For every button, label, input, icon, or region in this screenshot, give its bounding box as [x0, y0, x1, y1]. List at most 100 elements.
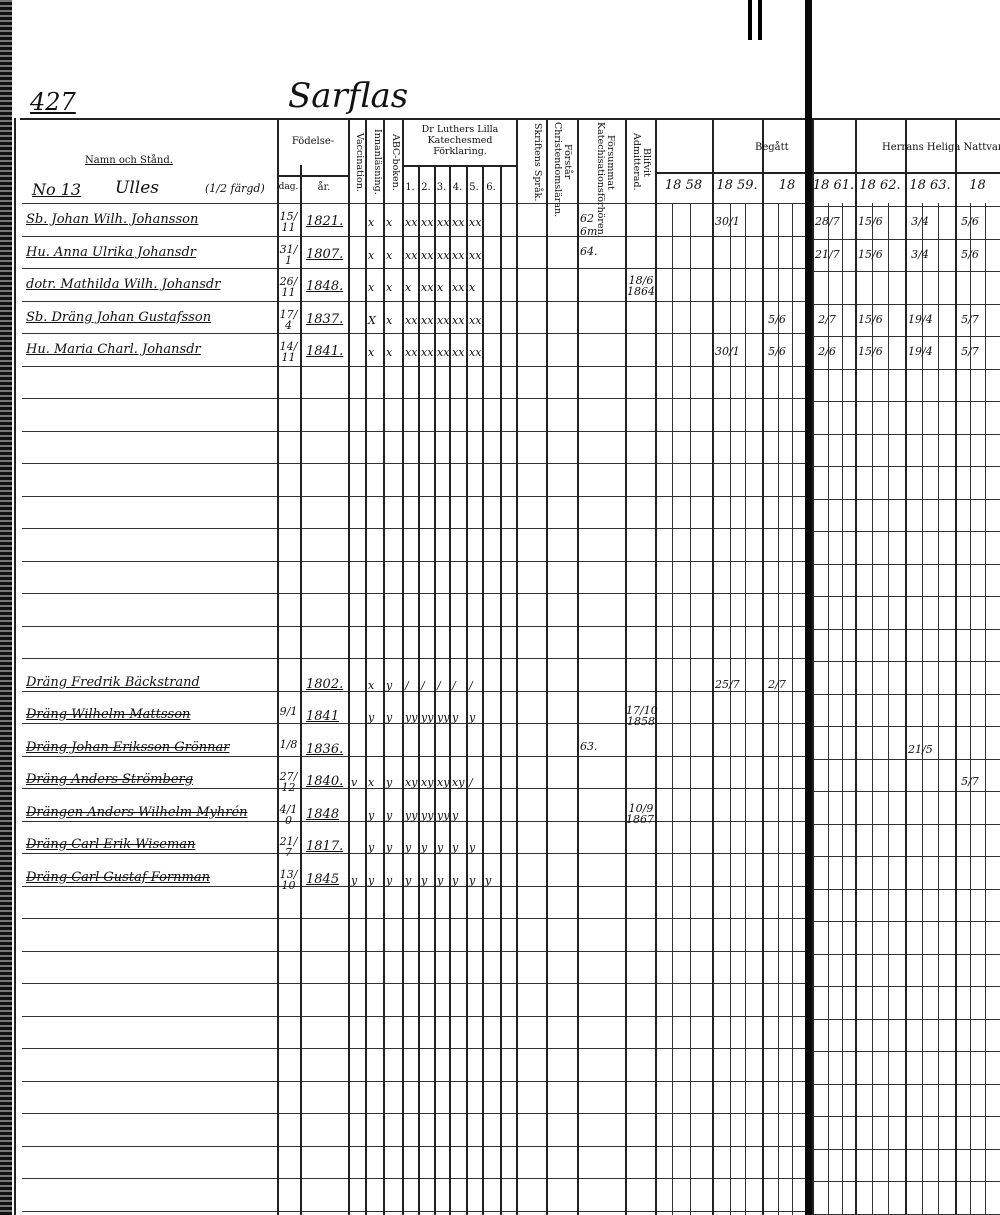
entry-admitterad: 17/10 1858	[626, 704, 658, 728]
entry-mark: xx	[469, 216, 482, 229]
entry-mark: /	[405, 679, 409, 692]
row-rule	[22, 203, 805, 204]
entry-mark: x	[386, 249, 393, 262]
subcolumn-rule	[792, 203, 793, 1215]
subheader-rule	[402, 165, 516, 167]
row-rule	[22, 1113, 805, 1114]
entry-mark: x	[368, 679, 375, 692]
entry-mark: yy	[405, 711, 418, 724]
entry-mark: xx	[452, 249, 465, 262]
row-rule	[22, 1015, 805, 1017]
subcolumn-rule	[828, 203, 829, 1215]
entry-name: dotr. Mathilda Wilh. Johansdr	[26, 277, 221, 292]
binding-mark	[758, 0, 762, 40]
entry-mark: y	[452, 809, 459, 822]
margin-rule	[14, 118, 16, 1215]
column-rule	[383, 118, 385, 1215]
entry-mark: xx	[421, 216, 434, 229]
entry-birth-year: 1840.	[306, 774, 344, 789]
row-rule	[22, 690, 805, 692]
entry-mark: yy	[437, 809, 450, 822]
entry-birth-year: 1836.	[306, 742, 344, 757]
header-begatt: Begått	[755, 142, 789, 153]
row-rule	[22, 983, 805, 984]
entry-communion-date: 30/1	[715, 215, 740, 228]
entry-mark: xx	[437, 216, 450, 229]
entry-name: Dräng Wilhelm Mattsson	[26, 707, 191, 722]
entry-mark: y	[351, 874, 358, 887]
column-rule	[466, 165, 468, 1215]
entry-communion-date: 19/4	[908, 345, 933, 358]
column-rule	[277, 118, 279, 1215]
entry-communion-date: 5/6	[961, 248, 979, 261]
entry-mark: yy	[405, 809, 418, 822]
entry-mark: x	[368, 776, 375, 789]
entry-mark: xx	[405, 216, 418, 229]
entry-mark: xx	[405, 346, 418, 359]
entry-mark: yy	[437, 711, 450, 724]
entry-mark: y	[452, 841, 459, 854]
entry-communion-date: 15/6	[858, 345, 883, 358]
column-rule	[546, 118, 548, 1215]
column-rule	[300, 165, 302, 1215]
row-rule	[22, 235, 805, 237]
entry-name: Dräng Anders Strömberg	[26, 772, 194, 787]
header-admitterad: Blifvit Admitterad.	[631, 133, 652, 191]
entry-mark: xy	[437, 776, 450, 789]
subheader-rule	[277, 175, 348, 177]
column-rule	[402, 118, 404, 1215]
row-rule	[22, 560, 805, 562]
row-rule	[22, 268, 805, 269]
entry-mark: x	[437, 281, 444, 294]
entry-forsummat: 62 6m	[580, 212, 598, 238]
subcolumn-rule	[745, 203, 746, 1215]
binding-mark	[748, 0, 752, 40]
entry-mark: x	[386, 346, 393, 359]
entry-mark: xx	[452, 346, 465, 359]
subheader-rule	[655, 172, 805, 174]
entry-birth-year: 1845	[306, 872, 340, 887]
entry-name: Dräng Carl Erik Wiseman	[26, 837, 196, 852]
entry-mark: y	[386, 841, 393, 854]
entry-name: Sb. Dräng Johan Gustafsson	[26, 310, 212, 325]
entry-name: Dräng Carl Gustaf Fornman	[26, 870, 210, 885]
header-year: 18	[969, 178, 986, 193]
entry-communion-date: 5/7	[961, 345, 979, 358]
entry-mark: xx	[437, 249, 450, 262]
entry-forsummat: 63.	[580, 740, 598, 753]
entry-birth-day: 9/1	[279, 705, 298, 718]
entry-birth-day: 21/7	[279, 835, 298, 859]
entry-mark: /	[421, 679, 425, 692]
column-rule	[855, 118, 857, 1215]
entry-mark: y	[368, 809, 375, 822]
entry-mark: v	[351, 776, 358, 789]
entry-mark: xx	[421, 281, 434, 294]
entry-mark: y	[405, 874, 412, 887]
entry-admitterad: 10/9 1867.	[626, 802, 658, 826]
header-skriftens: Skriftens Språk.	[532, 122, 543, 202]
row-rule	[22, 1178, 805, 1179]
subcolumn-rule	[970, 203, 971, 1215]
entry-mark: y	[368, 711, 375, 724]
entry-communion-date: 3/4	[911, 215, 929, 228]
page-gutter	[805, 0, 812, 1215]
entry-mark: X	[368, 314, 376, 327]
row-rule	[22, 1145, 805, 1147]
header-catechism-part: 4.	[452, 182, 463, 193]
entry-mark: y	[386, 874, 393, 887]
entry-mark: yy	[421, 711, 434, 724]
row-rule	[22, 430, 805, 432]
entry-mark: y	[485, 874, 492, 887]
entry-name: Hu. Anna Ulrika Johansdr	[26, 245, 196, 260]
column-rule	[516, 118, 518, 1215]
header-herrans: Herrans Heliga Nattvard	[882, 142, 1000, 153]
entry-communion-date: 15/6	[858, 215, 883, 228]
entry-communion-date: 5/7	[961, 313, 979, 326]
entry-name: Hu. Maria Charl. Johansdr	[26, 342, 201, 357]
header-year: 18 61.	[812, 178, 855, 193]
header-innanlasning: Innanläsning.	[372, 129, 383, 195]
column-rule	[655, 118, 657, 1215]
entry-mark: x	[368, 281, 375, 294]
subcolumn-rule	[872, 203, 873, 1215]
entry-name: Drängen Anders Wilhelm Myhrén	[26, 805, 248, 820]
